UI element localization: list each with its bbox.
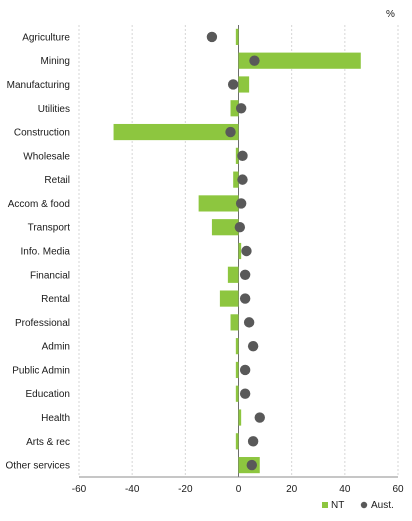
category-label: Admin: [42, 342, 70, 353]
aust-dot: [227, 79, 239, 90]
aust-dot: [239, 388, 251, 399]
aust-dot: [239, 364, 251, 376]
category-label: Construction: [14, 128, 70, 139]
aust-dot: [235, 198, 247, 209]
category-label: Health: [41, 413, 70, 424]
nt-bar: [233, 171, 239, 188]
aust-dot: [237, 174, 248, 185]
legend-nt-label: NT: [331, 500, 344, 511]
category-label: Mining: [41, 56, 70, 67]
nt-bar: [235, 433, 239, 450]
x-tick-label: 20: [286, 484, 298, 495]
category-label: Transport: [28, 223, 71, 234]
x-tick-labels: -60 -40 -20 0 20 40 60: [72, 484, 404, 495]
aust-dot: [225, 126, 236, 138]
legend-aust-swatch: [360, 501, 368, 509]
x-tick-label: -60: [72, 484, 87, 495]
category-label: Rental: [41, 294, 70, 305]
aust-dot: [247, 436, 259, 447]
aust-dot: [235, 103, 247, 114]
aust-dot: [241, 245, 252, 257]
category-label: Retail: [44, 175, 70, 186]
nt-bar: [230, 100, 239, 117]
nt-bar: [235, 385, 239, 402]
aust-dot: [239, 293, 251, 304]
aust-dot: [249, 55, 260, 66]
nt-bar: [238, 52, 361, 69]
nt-bar: [198, 195, 239, 212]
nt-bar: [219, 290, 239, 307]
nt-bar: [238, 242, 242, 260]
category-label: Info. Media: [21, 247, 71, 258]
x-tick-label: 0: [236, 484, 242, 495]
aust-dot: [206, 31, 218, 43]
category-labels: Agriculture Mining Manufacturing Utilities C…: [6, 32, 71, 471]
nt-bar: [230, 314, 239, 331]
nt-bar: [235, 147, 239, 164]
x-tick-label: 40: [339, 484, 351, 495]
legend-aust-label: Aust.: [371, 500, 394, 511]
aust-dot: [234, 222, 246, 233]
category-label: Other services: [6, 461, 70, 472]
aust-dot: [237, 150, 248, 162]
nt-bar: [238, 76, 250, 93]
x-tick-label: 60: [392, 484, 404, 495]
category-label: Manufacturing: [7, 80, 70, 91]
nt-bar: [227, 266, 239, 283]
nt-bar: [235, 338, 239, 355]
category-label: Wholesale: [23, 151, 70, 162]
category-label: Arts & rec: [26, 437, 70, 448]
category-label: Financial: [30, 270, 70, 281]
aust-dot: [247, 340, 259, 352]
category-label: Agriculture: [22, 32, 70, 43]
nt-bar: [238, 409, 242, 426]
aust-dot: [254, 412, 265, 423]
nt-bar: [235, 361, 239, 379]
category-label: Professional: [15, 318, 70, 329]
category-label: Accom & food: [8, 199, 70, 210]
aust-dot: [243, 317, 255, 328]
unit-label: %: [386, 9, 395, 20]
nt-bars: [113, 28, 361, 474]
category-label: Utilities: [38, 104, 70, 115]
aust-dots: [206, 31, 265, 471]
category-label: Public Admin: [12, 365, 70, 376]
nt-bar: [235, 28, 239, 45]
legend: NT Aust.: [322, 500, 394, 511]
legend-nt-swatch: [322, 502, 328, 508]
aust-dot: [239, 269, 251, 280]
x-tick-label: -20: [178, 484, 193, 495]
category-label: Education: [26, 389, 70, 400]
aust-dot: [246, 459, 257, 471]
nt-bar: [211, 219, 239, 236]
x-tick-label: -40: [125, 484, 140, 495]
nt-bar: [113, 123, 239, 141]
